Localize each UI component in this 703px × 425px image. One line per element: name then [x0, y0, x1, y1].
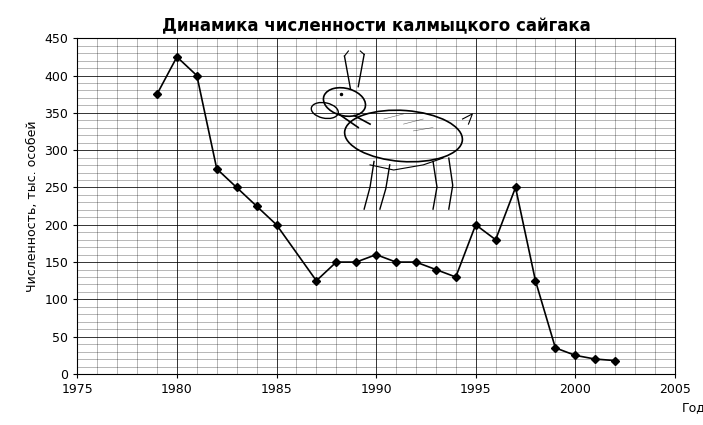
Title: Динамика численности калмыцкого сайгака: Динамика численности калмыцкого сайгака: [162, 17, 591, 35]
X-axis label: Годы: Годы: [682, 401, 703, 414]
Y-axis label: Численность, тыс. особей: Численность, тыс. особей: [26, 120, 39, 292]
